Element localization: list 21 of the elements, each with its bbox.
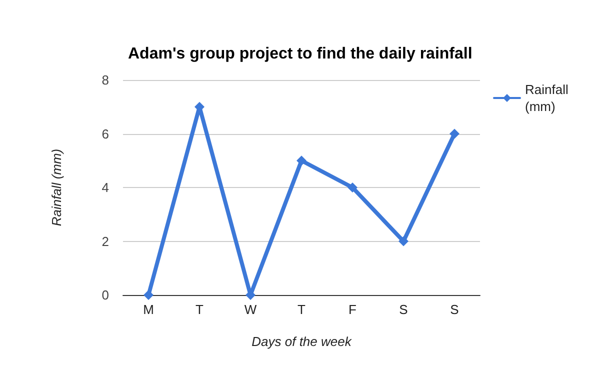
x-tick-label: F [348, 302, 357, 317]
point [348, 182, 358, 192]
legend-label: Rainfall (mm) [525, 82, 572, 114]
x-tick-label: S [399, 302, 408, 317]
y-tick-label: 8 [102, 72, 109, 88]
y-tick-label: 6 [102, 126, 109, 142]
y-tick-label: 2 [102, 234, 109, 249]
point [296, 156, 306, 166]
y-axis-title: Rainfall (mm) [49, 148, 64, 226]
point [450, 128, 460, 139]
y-tick-label: 4 [102, 180, 109, 195]
x-axis-title: Days of the week [252, 334, 353, 349]
point [398, 236, 408, 246]
chart-title: Adam's group project to find the daily rainfall [128, 46, 472, 62]
x-tick-label: S [450, 302, 460, 317]
point [144, 290, 154, 300]
x-tick-label: T [298, 302, 306, 317]
x-tick-label: W [244, 302, 258, 317]
x-tick-label: T [196, 302, 204, 317]
x-tick-label: M [143, 302, 154, 317]
y-tick-label: 0 [102, 288, 109, 302]
